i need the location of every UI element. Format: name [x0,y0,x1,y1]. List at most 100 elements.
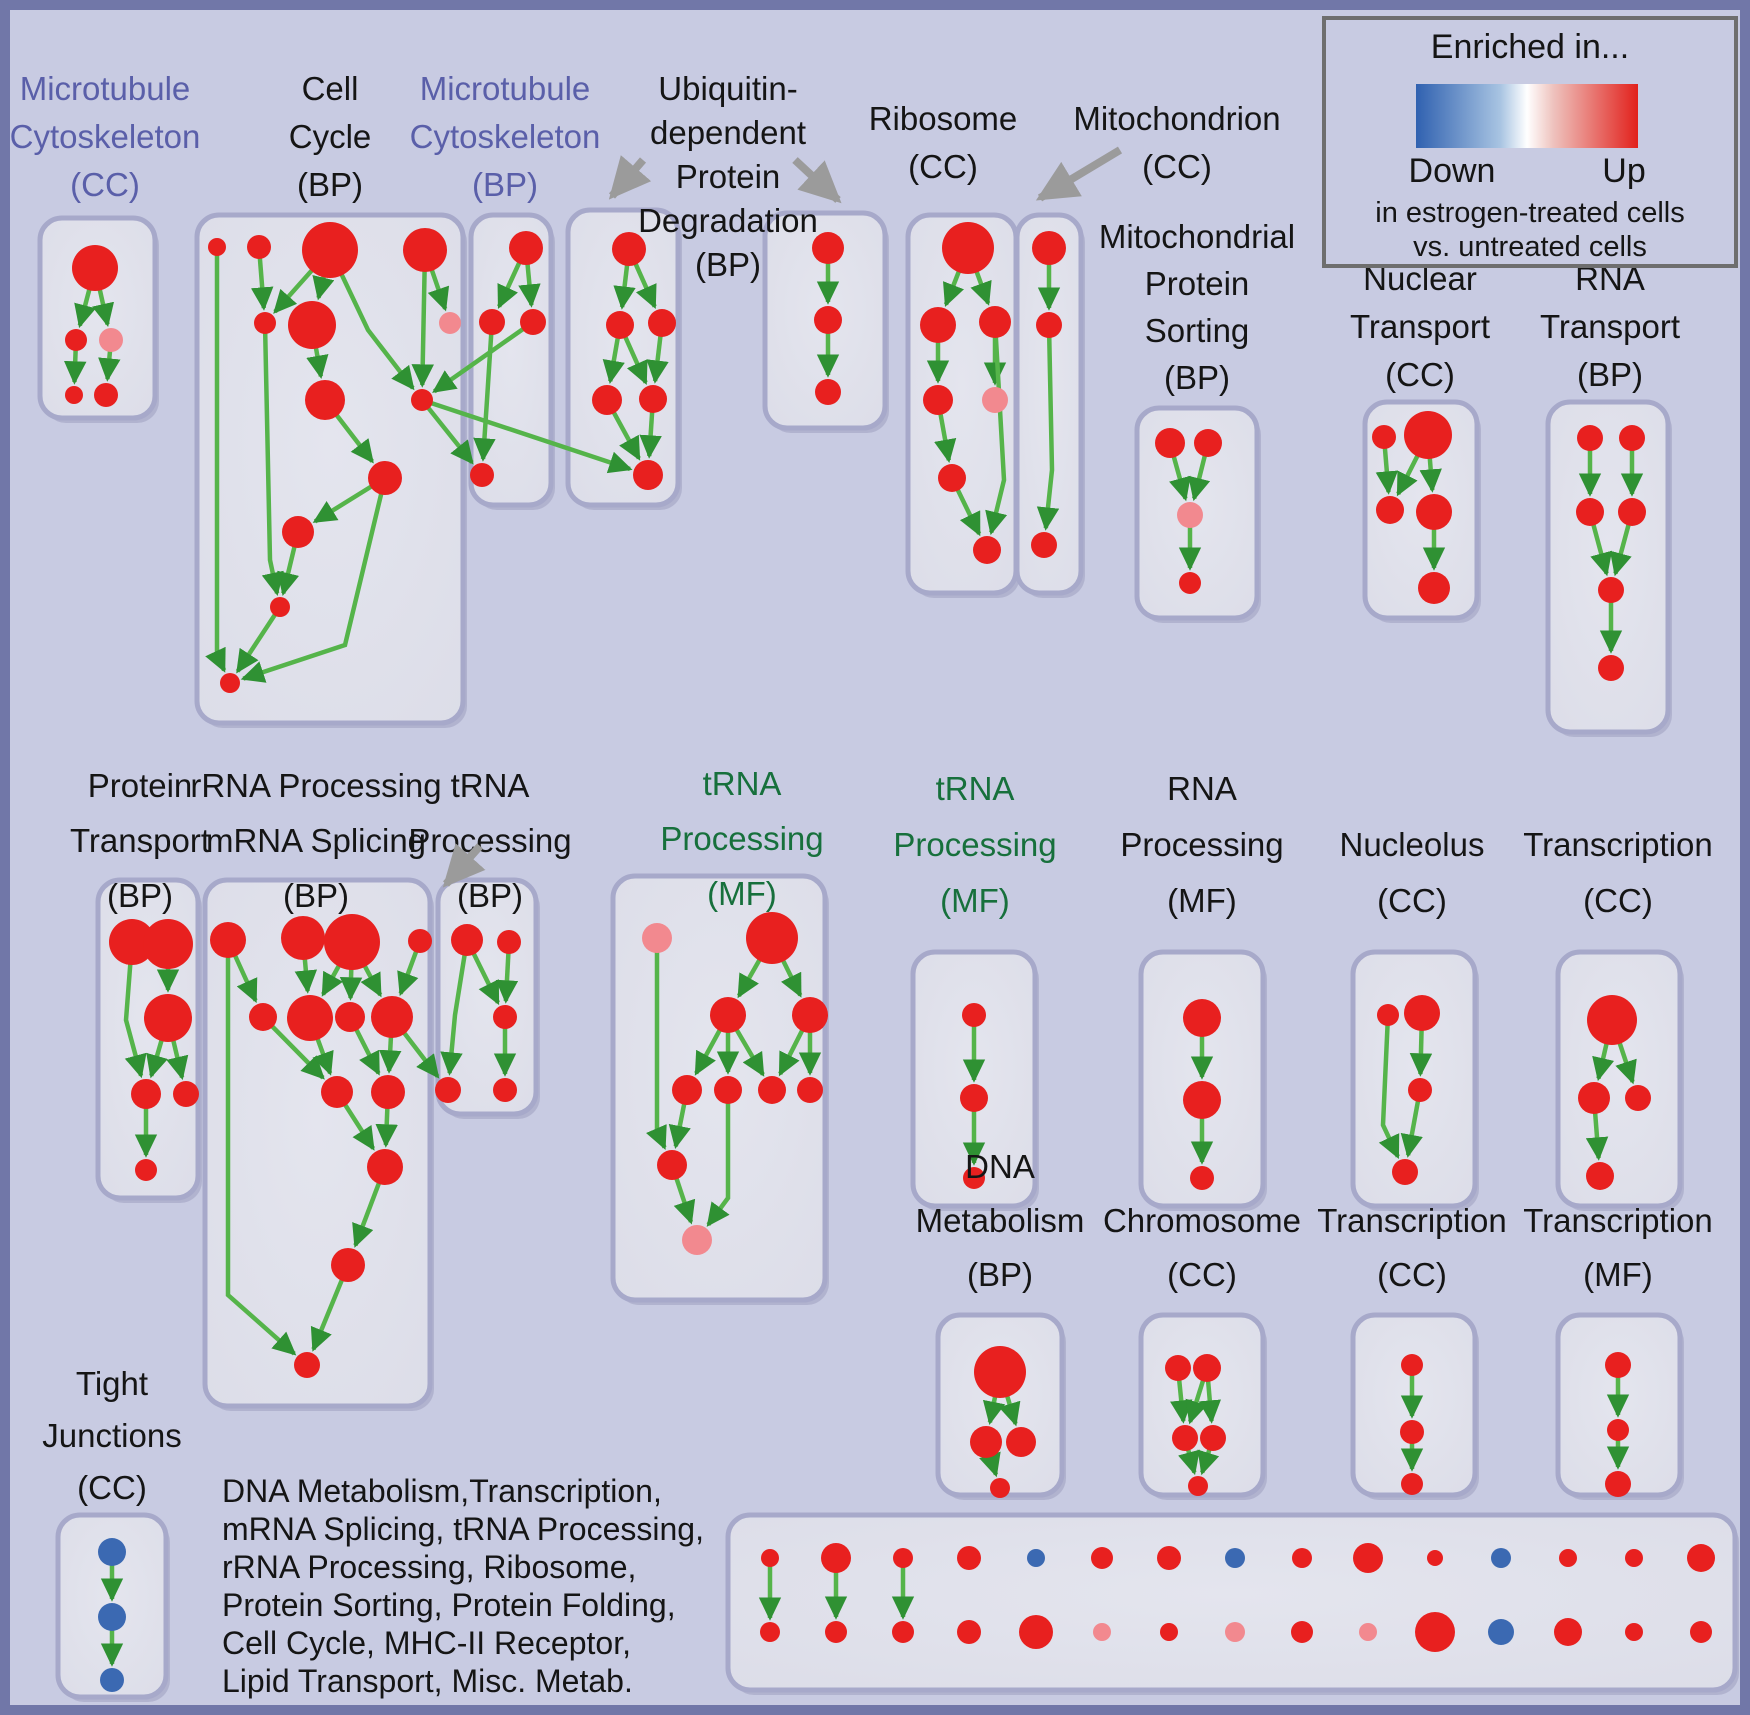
dnamet-node-1 [970,1426,1002,1458]
trnamf1-node-5 [714,1076,742,1104]
nuctrans-node-4 [1418,572,1450,604]
rrna-edge-14 [225,940,297,1356]
mitosort-node-3 [1179,572,1201,594]
misc-top-node-1 [821,1543,851,1573]
rrna-node-10 [367,1149,403,1185]
trnabp-node-3 [435,1077,461,1103]
mtbp-edge-2 [473,321,496,462]
nucleolus-node-3 [1392,1159,1418,1185]
ubiq2-node-1 [814,306,842,334]
mito-node-1 [1036,312,1062,338]
rrna-node-9 [371,1075,405,1109]
nucleolus-edge-0 [1378,1014,1400,1160]
tightjunc-node-0 [98,1538,126,1566]
prottrans-edge-0 [123,941,147,1079]
legend: Enriched in... Down Up in estrogen-treated … [1322,16,1738,268]
trnamf1-node-8 [657,1150,687,1180]
trnamf1-node-0 [642,923,672,953]
misc-bottom-node-8 [1291,1621,1313,1643]
rrna-node-3 [408,929,432,953]
chromosome-node-3 [1200,1425,1226,1451]
trnabp-edge-3 [440,939,470,1076]
misc-top-node-5 [1091,1547,1113,1569]
mtbp-node-0 [509,231,543,265]
trnamf1-node-6 [758,1076,786,1104]
cellcycle-edge-4 [327,249,415,391]
tightjunc-node-2 [100,1668,124,1692]
misc-bottom-node-0 [760,1622,780,1642]
trnabp-node-4 [493,1078,517,1102]
trnamf1-label: tRNA Processing (MF) [660,765,823,912]
nuctrans-node-1 [1404,411,1452,459]
cellcycle-node-5 [288,301,336,349]
rrna-node-5 [287,995,333,1041]
ubiquitin-arrow-left [608,155,652,200]
ubiq2-node-2 [815,379,841,405]
prottrans-node-1 [143,919,193,969]
nucleolus-label: Nucleolus (CC) [1340,826,1485,919]
cellcycle-edge-13 [240,477,388,683]
misc-top-node-4 [1027,1549,1045,1567]
cellcycle-node-3 [403,228,447,272]
transcc3-node-2 [1401,1473,1423,1495]
misc-top-node-13 [1625,1549,1643,1567]
misc-top-node-7 [1225,1548,1245,1568]
ubiq1-node-2 [648,309,676,337]
rnatrans-node-2 [1576,498,1604,526]
legend-line2: vs. untreated cells [1413,231,1647,263]
mitosort-node-1 [1194,429,1222,457]
transcc2-node-1 [1578,1082,1610,1114]
prottrans-node-5 [135,1159,157,1181]
legend-title: Enriched in... [1431,28,1629,66]
mitosort-node-0 [1155,428,1185,458]
cellcycle-edge-11 [261,322,284,596]
trnamf1-edge-10 [706,1090,731,1227]
rnatrans-label: RNA Transport (BP) [1540,260,1680,393]
rrna-node-12 [294,1352,320,1378]
legend-box [1322,16,1738,268]
trnamf2-node-0 [962,1003,986,1027]
trnamf1-node-4 [672,1075,702,1105]
ribosome-node-2 [979,306,1011,338]
chromosome-label: Chromosome (CC) [1103,1202,1301,1293]
transcc3-node-1 [1400,1420,1424,1444]
ubiq1-node-0 [612,232,646,266]
prottrans-node-2 [144,994,192,1042]
rrna-node-6 [335,1002,365,1032]
cellcycle-node-9 [368,461,402,495]
cellcycle-label: Cell Cycle (BP) [289,70,372,203]
ribosome-node-5 [938,464,966,492]
trnabp-node-2 [493,1005,517,1029]
misc-top-node-10 [1427,1550,1443,1566]
prottrans-node-4 [173,1081,199,1107]
misc-panel-box [725,1512,1738,1693]
misc-category-text: DNA Metabolism,Transcription, mRNA Splici… [222,1473,704,1699]
mtbp-node-2 [520,309,546,335]
nuctrans-node-2 [1376,496,1404,524]
cellcycle-node-8 [411,389,433,411]
cellcycle-node-2 [302,222,358,278]
chromosome-node-0 [1165,1355,1191,1381]
mtbp-node-3 [470,463,494,487]
mito-label: Mitochondrion (CC) [1073,100,1280,185]
group-box-dnamet [935,1312,1065,1498]
group-box-transcc2 [1555,949,1683,1209]
mitochondrion-arrow [1035,146,1123,202]
misc-bottom-node-1 [825,1621,847,1643]
misc-top-node-12 [1559,1549,1577,1567]
misc-top-node-3 [957,1546,981,1570]
cellcycle-node-7 [305,380,345,420]
trnamf1-node-1 [746,912,798,964]
mitosort-label: Mitochondrial Protein Sorting (BP) [1099,218,1295,396]
ubiq1-node-5 [633,460,663,490]
cellcycle-node-0 [208,238,226,256]
trnamf2-node-2 [963,1167,985,1189]
dnamet-label: DNA Metabolism (BP) [916,1148,1085,1293]
misc-bottom-node-11 [1488,1619,1514,1645]
misc-bottom-node-10 [1415,1612,1455,1652]
mtcc-cc-node-4 [94,383,118,407]
ribosome-node-0 [942,222,994,274]
cellcycle-node-10 [282,516,314,548]
